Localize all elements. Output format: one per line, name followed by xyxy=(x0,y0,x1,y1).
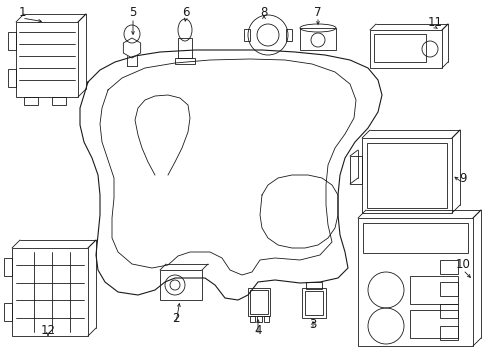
Text: 7: 7 xyxy=(314,5,321,18)
Bar xyxy=(305,291,323,315)
Bar xyxy=(439,282,457,296)
Text: 5: 5 xyxy=(129,6,137,19)
Text: 4: 4 xyxy=(254,324,261,337)
Bar xyxy=(409,276,457,304)
Bar xyxy=(4,303,12,321)
Bar xyxy=(285,29,291,41)
Bar xyxy=(302,288,325,318)
Bar xyxy=(247,288,269,316)
Text: 8: 8 xyxy=(260,5,267,18)
Bar xyxy=(373,34,425,62)
Bar xyxy=(439,304,457,318)
Bar xyxy=(369,30,441,68)
Bar xyxy=(4,258,12,276)
Bar xyxy=(257,316,262,322)
Text: 3: 3 xyxy=(309,319,316,332)
Bar xyxy=(178,38,192,58)
Bar xyxy=(244,29,249,41)
Bar xyxy=(299,28,335,50)
Bar xyxy=(12,248,88,336)
Bar xyxy=(366,143,446,208)
Bar xyxy=(264,316,268,322)
Text: 9: 9 xyxy=(458,171,466,184)
Bar xyxy=(249,316,254,322)
Bar xyxy=(362,223,467,253)
Bar xyxy=(24,97,38,105)
Bar xyxy=(16,22,78,97)
Text: 12: 12 xyxy=(41,324,55,337)
Bar xyxy=(160,270,202,300)
Text: 1: 1 xyxy=(18,6,26,19)
Bar xyxy=(305,282,321,289)
Bar xyxy=(8,69,16,87)
Bar xyxy=(349,156,361,184)
Text: 2: 2 xyxy=(172,311,180,324)
Text: 11: 11 xyxy=(427,15,442,28)
Bar xyxy=(439,260,457,274)
Bar xyxy=(357,218,472,346)
Bar xyxy=(409,310,457,338)
Bar xyxy=(175,58,195,64)
Bar xyxy=(249,290,267,314)
Bar xyxy=(8,32,16,50)
Text: 10: 10 xyxy=(455,258,469,271)
Bar xyxy=(52,97,66,105)
Text: 6: 6 xyxy=(182,5,189,18)
Bar xyxy=(439,326,457,340)
Bar xyxy=(361,138,451,213)
